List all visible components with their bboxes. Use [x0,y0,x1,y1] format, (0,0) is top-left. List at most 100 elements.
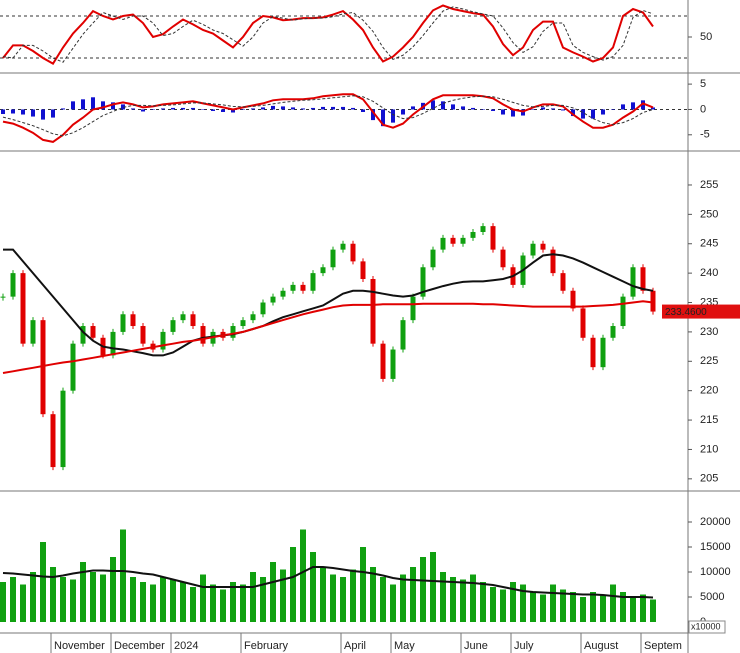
bar [0,582,6,622]
candle [120,314,126,332]
bar [461,106,465,110]
line [2,566,654,599]
bar [481,109,485,110]
candle [440,237,446,250]
x-tick-label: 2024 [174,640,198,652]
candle [310,273,316,291]
line [2,6,654,63]
candle [400,320,406,350]
candle [30,320,36,344]
bar [590,592,596,622]
candle [490,226,496,250]
line [2,4,654,65]
bar [410,567,416,622]
bar [91,97,95,110]
candle [40,320,46,415]
candle [160,331,166,350]
y-tick-label: 5000 [700,591,724,603]
bar [231,109,235,113]
bar [571,109,575,117]
candle [270,296,276,303]
bar [300,529,306,622]
x-tick-label: Septem [644,640,682,652]
bar [110,557,116,622]
bar [450,577,456,622]
bar [641,100,645,110]
line [2,300,654,374]
bar [280,569,286,622]
bar [430,552,436,622]
bar [191,107,195,110]
bar [530,592,536,622]
bar [71,101,75,110]
bar [561,109,565,111]
bar [291,107,295,110]
y-tick-label: 215 [700,414,718,426]
bar [171,107,175,110]
bar [290,547,296,622]
candle [640,267,646,291]
candle [430,249,436,268]
bar [490,587,496,622]
candle [250,314,256,321]
bar [610,584,616,622]
line [2,93,654,143]
y-tick-label: 230 [700,326,718,338]
candle [320,267,326,274]
candle [260,302,266,315]
candle [70,343,76,391]
bar [350,569,356,622]
bar [50,567,56,622]
last-price-box [662,304,740,319]
bar [70,579,76,622]
bar [491,109,495,111]
candle [50,414,56,468]
line [2,95,654,137]
bar [10,577,16,622]
bar [221,109,225,112]
bar [250,572,256,622]
candle [550,249,556,274]
bar [160,577,166,622]
bar [370,567,376,622]
x-tick-label: June [464,640,488,652]
bar [580,597,586,622]
bar [420,557,426,622]
y-tick-label: 255 [700,179,718,191]
bar [1,109,5,115]
candle [0,296,6,298]
bar [11,109,15,114]
candle [500,249,506,268]
candle [280,290,286,297]
bar [620,592,626,622]
y-tick-label: -5 [700,129,710,141]
x-tick-label: May [394,640,415,652]
candle [340,243,346,250]
candle [300,284,306,291]
bar [551,108,555,110]
bar [400,574,406,622]
bar [600,594,606,622]
bar [111,102,115,110]
candle [630,267,636,297]
y-tick-label: 240 [700,267,718,279]
candle [190,314,196,327]
bar [581,109,585,119]
bar [391,109,395,123]
candle [390,349,396,379]
bar [30,572,36,622]
bar [281,106,285,110]
candle [560,273,566,291]
bar [220,589,226,622]
bar [431,100,435,110]
bar [31,109,35,117]
bar [130,577,136,622]
bar [501,109,505,115]
y-tick-label: 210 [700,443,718,455]
candle [170,320,176,332]
bar [440,572,446,622]
bar [331,106,335,110]
bar [631,102,635,110]
bar [60,577,66,622]
candle [350,243,356,262]
